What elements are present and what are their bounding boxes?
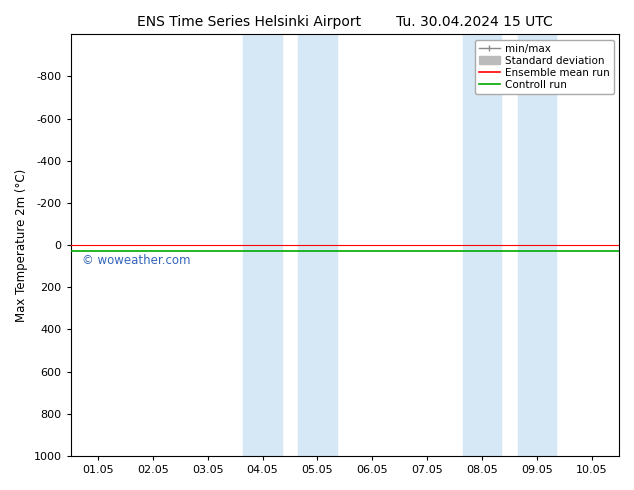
Title: ENS Time Series Helsinki Airport        Tu. 30.04.2024 15 UTC: ENS Time Series Helsinki Airport Tu. 30.… (137, 15, 553, 29)
Bar (463, 34, 501, 456)
Text: © woweather.com: © woweather.com (82, 254, 190, 267)
Bar (243, 34, 281, 456)
Legend: min/max, Standard deviation, Ensemble mean run, Controll run: min/max, Standard deviation, Ensemble me… (475, 40, 614, 94)
Y-axis label: Max Temperature 2m (°C): Max Temperature 2m (°C) (15, 169, 28, 322)
Bar (517, 34, 556, 456)
Bar (298, 34, 337, 456)
